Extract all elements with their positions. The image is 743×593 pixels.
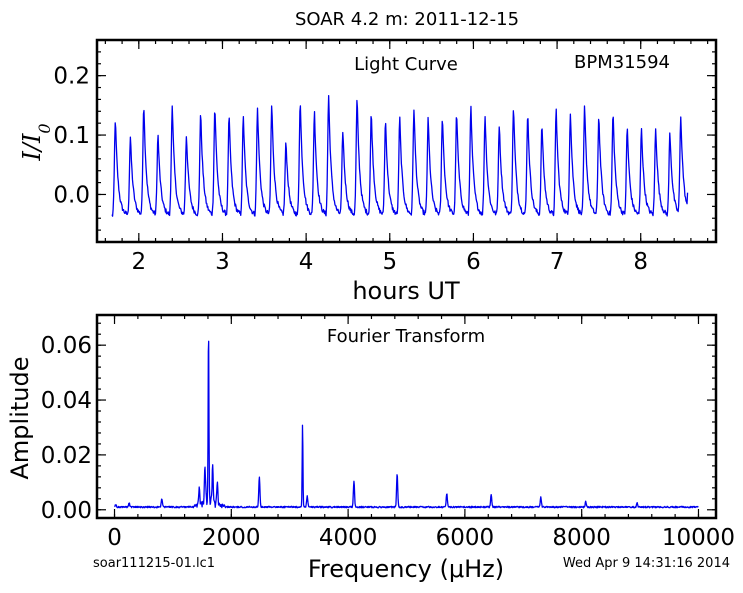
x-tick-label: 6: [466, 249, 481, 275]
light-curve-ylabel: I/I0: [18, 123, 54, 161]
light-curve-frame: [95, 38, 718, 244]
x-tick-label: 8: [633, 249, 648, 275]
light-curve-xlabel: hours UT: [352, 277, 460, 305]
x-tick-label: 8000: [552, 525, 611, 551]
fourier-panel: 0 2000 4000 6000 8000 10000 0.00 0.02 0.04 0.06 F…: [6, 313, 735, 583]
x-tick-label: 5: [382, 249, 397, 275]
figure-title: SOAR 4.2 m: 2011-12-15: [295, 9, 519, 30]
fourier-annotation: Fourier Transform: [327, 326, 485, 347]
x-tick-label: 6000: [436, 525, 495, 551]
y-tick-label: 0.1: [53, 123, 90, 149]
y-tick-label: 0.04: [41, 388, 92, 414]
star-name-label: BPM31594: [574, 52, 670, 73]
x-tick-label: 3: [215, 249, 230, 275]
fourier-xlabel: Frequency (μHz): [308, 555, 504, 583]
y-tick-label: 0.02: [41, 443, 92, 469]
x-tick-label: 10000: [662, 525, 735, 551]
fourier-frame: [95, 313, 718, 520]
x-tick-label: 4: [299, 249, 314, 275]
y-tick-label: 0.06: [41, 333, 92, 359]
y-tick-label: 0.2: [53, 64, 90, 90]
y-tick-label: 0.0: [53, 182, 90, 208]
light-curve-tick-labels: 2 3 4 5 6 7 8 0.0 0.1 0.2: [53, 64, 648, 275]
x-tick-label: 2: [132, 249, 147, 275]
x-tick-label: 7: [550, 249, 565, 275]
light-curve-series: [111, 94, 689, 217]
light-curve-annotation: Light Curve: [354, 54, 458, 75]
y-tick-label: 0.00: [41, 498, 92, 524]
fourier-tick-labels: 0 2000 4000 6000 8000 10000 0.00 0.02 0.04 0.06: [41, 333, 735, 551]
x-tick-label: 4000: [319, 525, 378, 551]
light-curve-panel: 2 3 4 5 6 7 8 0.0 0.1 0.2 Light Curve BPM31594 ho…: [18, 38, 718, 305]
footer-timestamp: Wed Apr 9 14:31:16 2014: [563, 556, 730, 571]
x-tick-label: 2000: [202, 525, 261, 551]
footer-filename: soar111215-01.lc1: [93, 556, 215, 571]
fourier-ylabel: Amplitude: [6, 357, 34, 480]
fourier-series: [114, 340, 699, 509]
x-tick-label: 0: [107, 525, 122, 551]
